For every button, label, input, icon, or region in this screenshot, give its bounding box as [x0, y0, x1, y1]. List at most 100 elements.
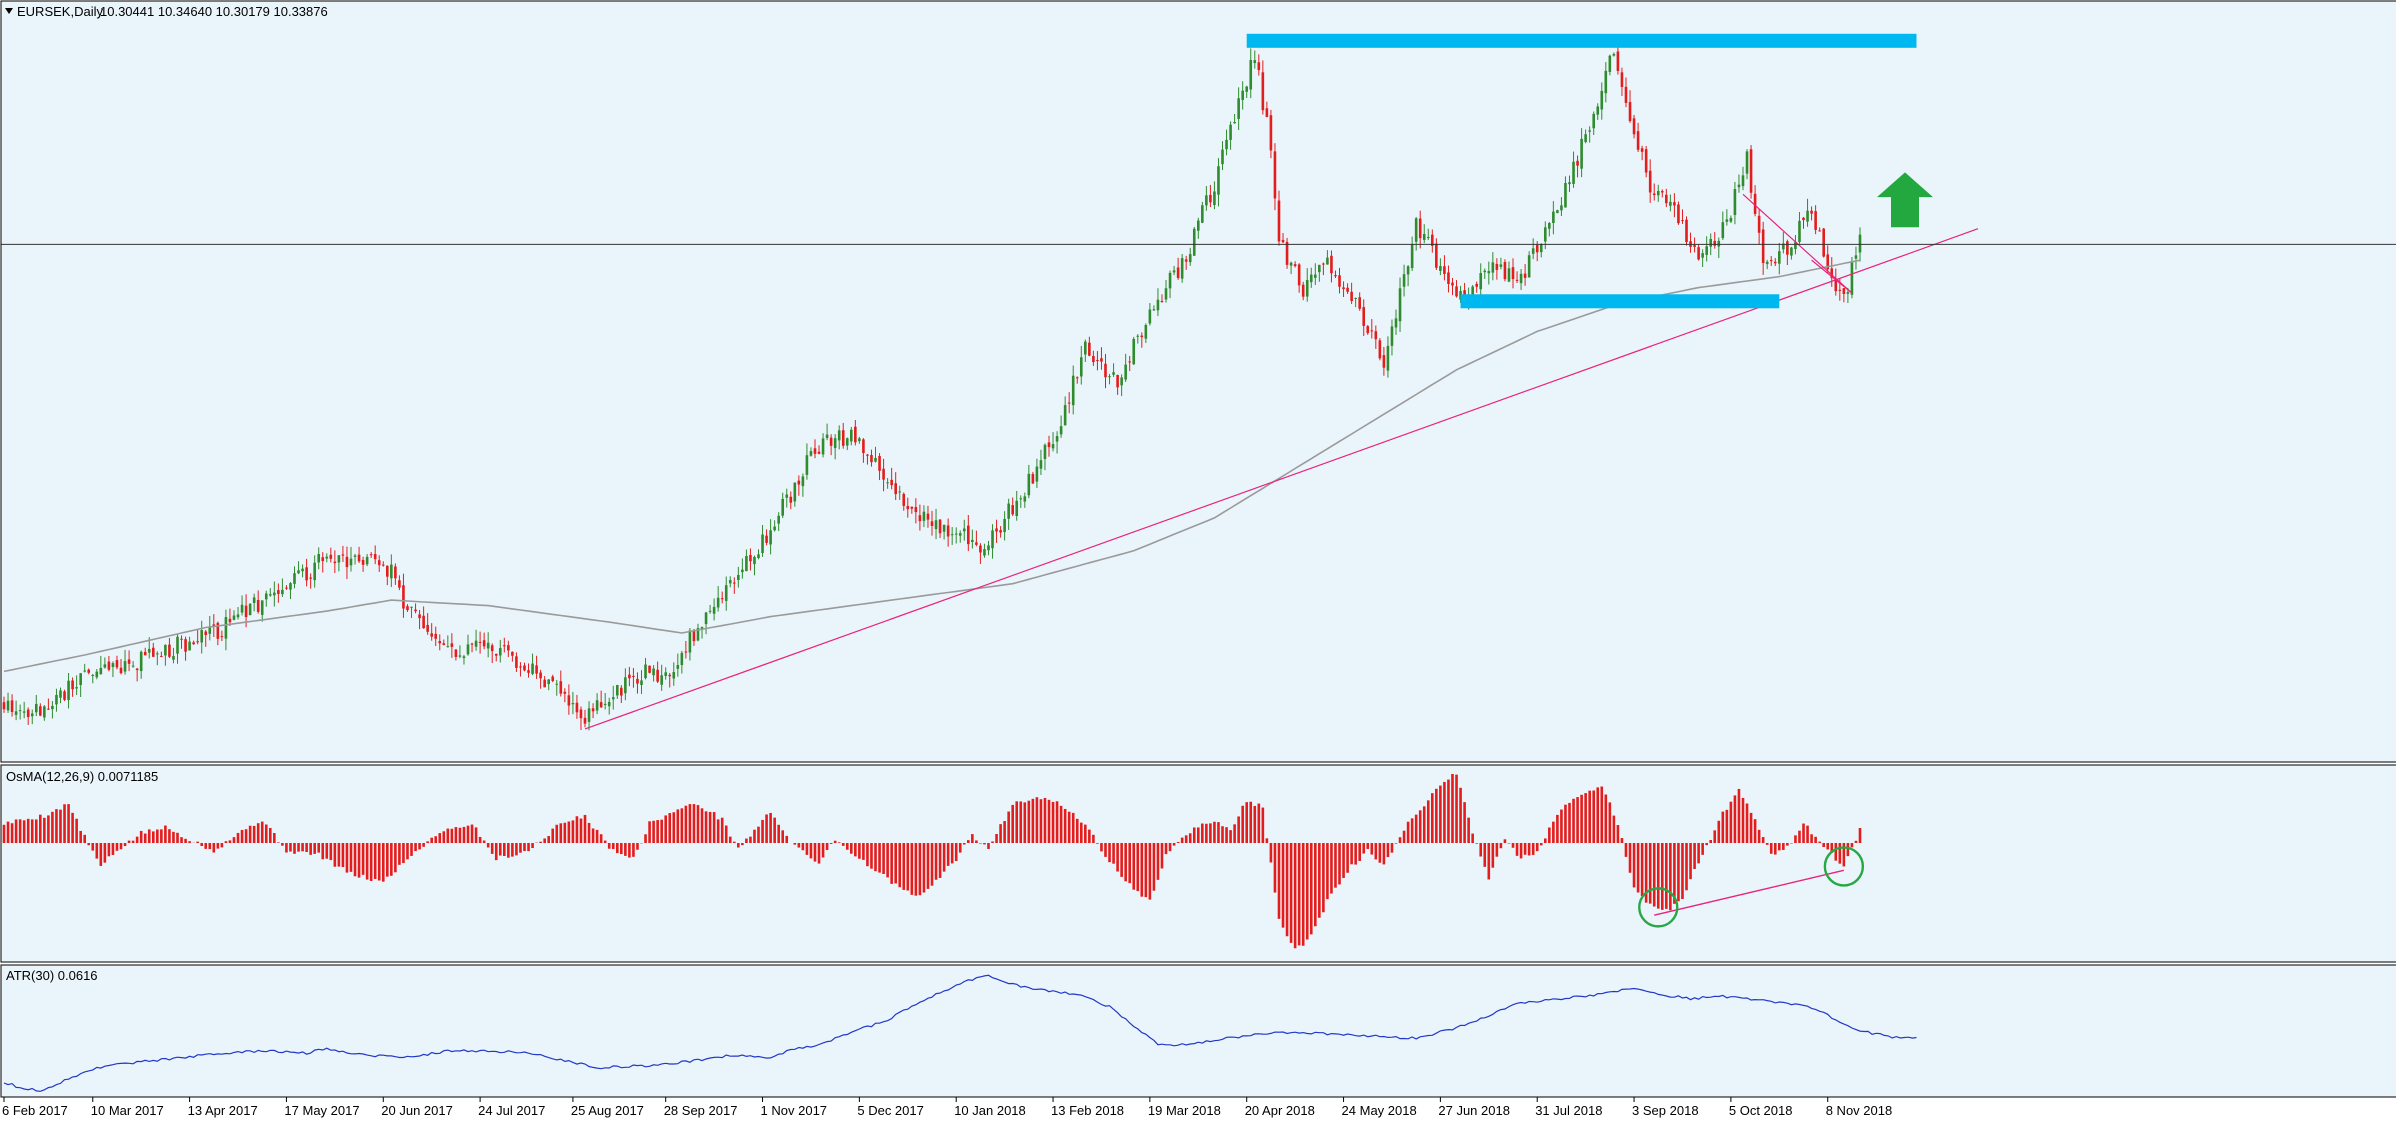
candle	[809, 447, 813, 457]
candle	[1568, 175, 1571, 193]
candle	[999, 526, 1002, 538]
candle	[365, 554, 369, 567]
candle	[1140, 332, 1144, 348]
candle	[1378, 338, 1382, 361]
candle	[87, 668, 91, 675]
wedge-line	[1811, 259, 1853, 294]
time-tick-label: 13 Feb 2018	[1051, 1103, 1124, 1118]
candle	[277, 583, 280, 603]
price-pane[interactable]	[1, 33, 2396, 731]
candle	[591, 703, 595, 719]
candle	[1503, 259, 1507, 282]
candle	[1628, 90, 1632, 123]
candle	[926, 505, 930, 528]
candle	[1632, 114, 1636, 139]
candle	[1745, 149, 1749, 180]
candle	[402, 573, 405, 618]
candle	[1669, 194, 1672, 212]
candle	[200, 620, 204, 654]
support-trendline[interactable]	[584, 228, 1979, 730]
candle	[1047, 435, 1051, 457]
candle	[1479, 263, 1483, 296]
candle	[321, 552, 325, 573]
candle	[345, 546, 349, 580]
candle	[987, 540, 990, 556]
wedge-line	[1742, 193, 1853, 294]
candle	[369, 552, 373, 558]
candle	[975, 530, 978, 547]
candle	[390, 554, 393, 587]
atr-pane[interactable]	[3, 974, 1917, 1092]
candle	[507, 640, 510, 658]
candle	[454, 649, 458, 661]
candle	[353, 553, 357, 565]
candle	[1285, 237, 1289, 269]
candle	[1184, 255, 1188, 270]
candle	[704, 611, 708, 635]
time-tick-label: 10 Jan 2018	[954, 1103, 1026, 1118]
pane-frame	[0, 764, 2396, 963]
candle	[906, 497, 910, 518]
candle	[1132, 336, 1136, 365]
candle	[910, 506, 914, 514]
candle	[1806, 198, 1809, 227]
candle	[1527, 251, 1531, 278]
candle	[1596, 103, 1600, 120]
candle	[769, 519, 772, 555]
candle	[494, 653, 498, 662]
osma-divergence-line	[1654, 869, 1845, 916]
candle	[1176, 257, 1180, 280]
candle	[1386, 336, 1390, 378]
triangle-down-icon[interactable]	[5, 8, 13, 14]
candle	[680, 650, 684, 674]
resistance-zone[interactable]	[1246, 33, 1917, 48]
candle	[1217, 158, 1220, 207]
candle	[1600, 82, 1604, 120]
candle	[123, 649, 127, 675]
candle	[607, 697, 611, 715]
candle	[841, 422, 845, 449]
candle	[426, 613, 429, 635]
candle	[1435, 238, 1438, 271]
candle	[256, 590, 260, 614]
candle	[1451, 277, 1454, 296]
candle	[39, 703, 42, 717]
candle	[898, 485, 902, 500]
candle	[615, 684, 619, 699]
candle	[51, 701, 54, 719]
candle	[1318, 264, 1321, 282]
candle	[1253, 50, 1257, 69]
osma-pane[interactable]	[2, 774, 1865, 949]
candle	[922, 505, 926, 528]
candle	[1552, 201, 1555, 235]
candle	[979, 543, 982, 564]
candle	[1265, 101, 1269, 118]
candle	[111, 661, 115, 678]
candle	[656, 661, 659, 684]
candle	[1773, 258, 1777, 267]
candle	[498, 639, 502, 663]
candle	[515, 652, 518, 672]
candle	[1192, 226, 1196, 257]
support-zone[interactable]	[1460, 294, 1780, 309]
candle	[55, 688, 58, 712]
candle	[1624, 77, 1628, 108]
time-tick-label: 1 Nov 2017	[761, 1103, 828, 1118]
candle	[462, 654, 466, 665]
candle	[563, 688, 567, 703]
candle	[1402, 264, 1406, 297]
candle	[878, 453, 881, 481]
candle	[1511, 258, 1515, 289]
candle	[1749, 145, 1753, 199]
candle	[1608, 54, 1612, 76]
candle	[1063, 396, 1067, 426]
candle	[1096, 351, 1099, 371]
candle	[1572, 151, 1575, 188]
candle	[1055, 431, 1059, 454]
candle	[10, 694, 14, 717]
candle	[1854, 246, 1858, 270]
candle	[131, 661, 135, 668]
candle	[176, 633, 179, 664]
